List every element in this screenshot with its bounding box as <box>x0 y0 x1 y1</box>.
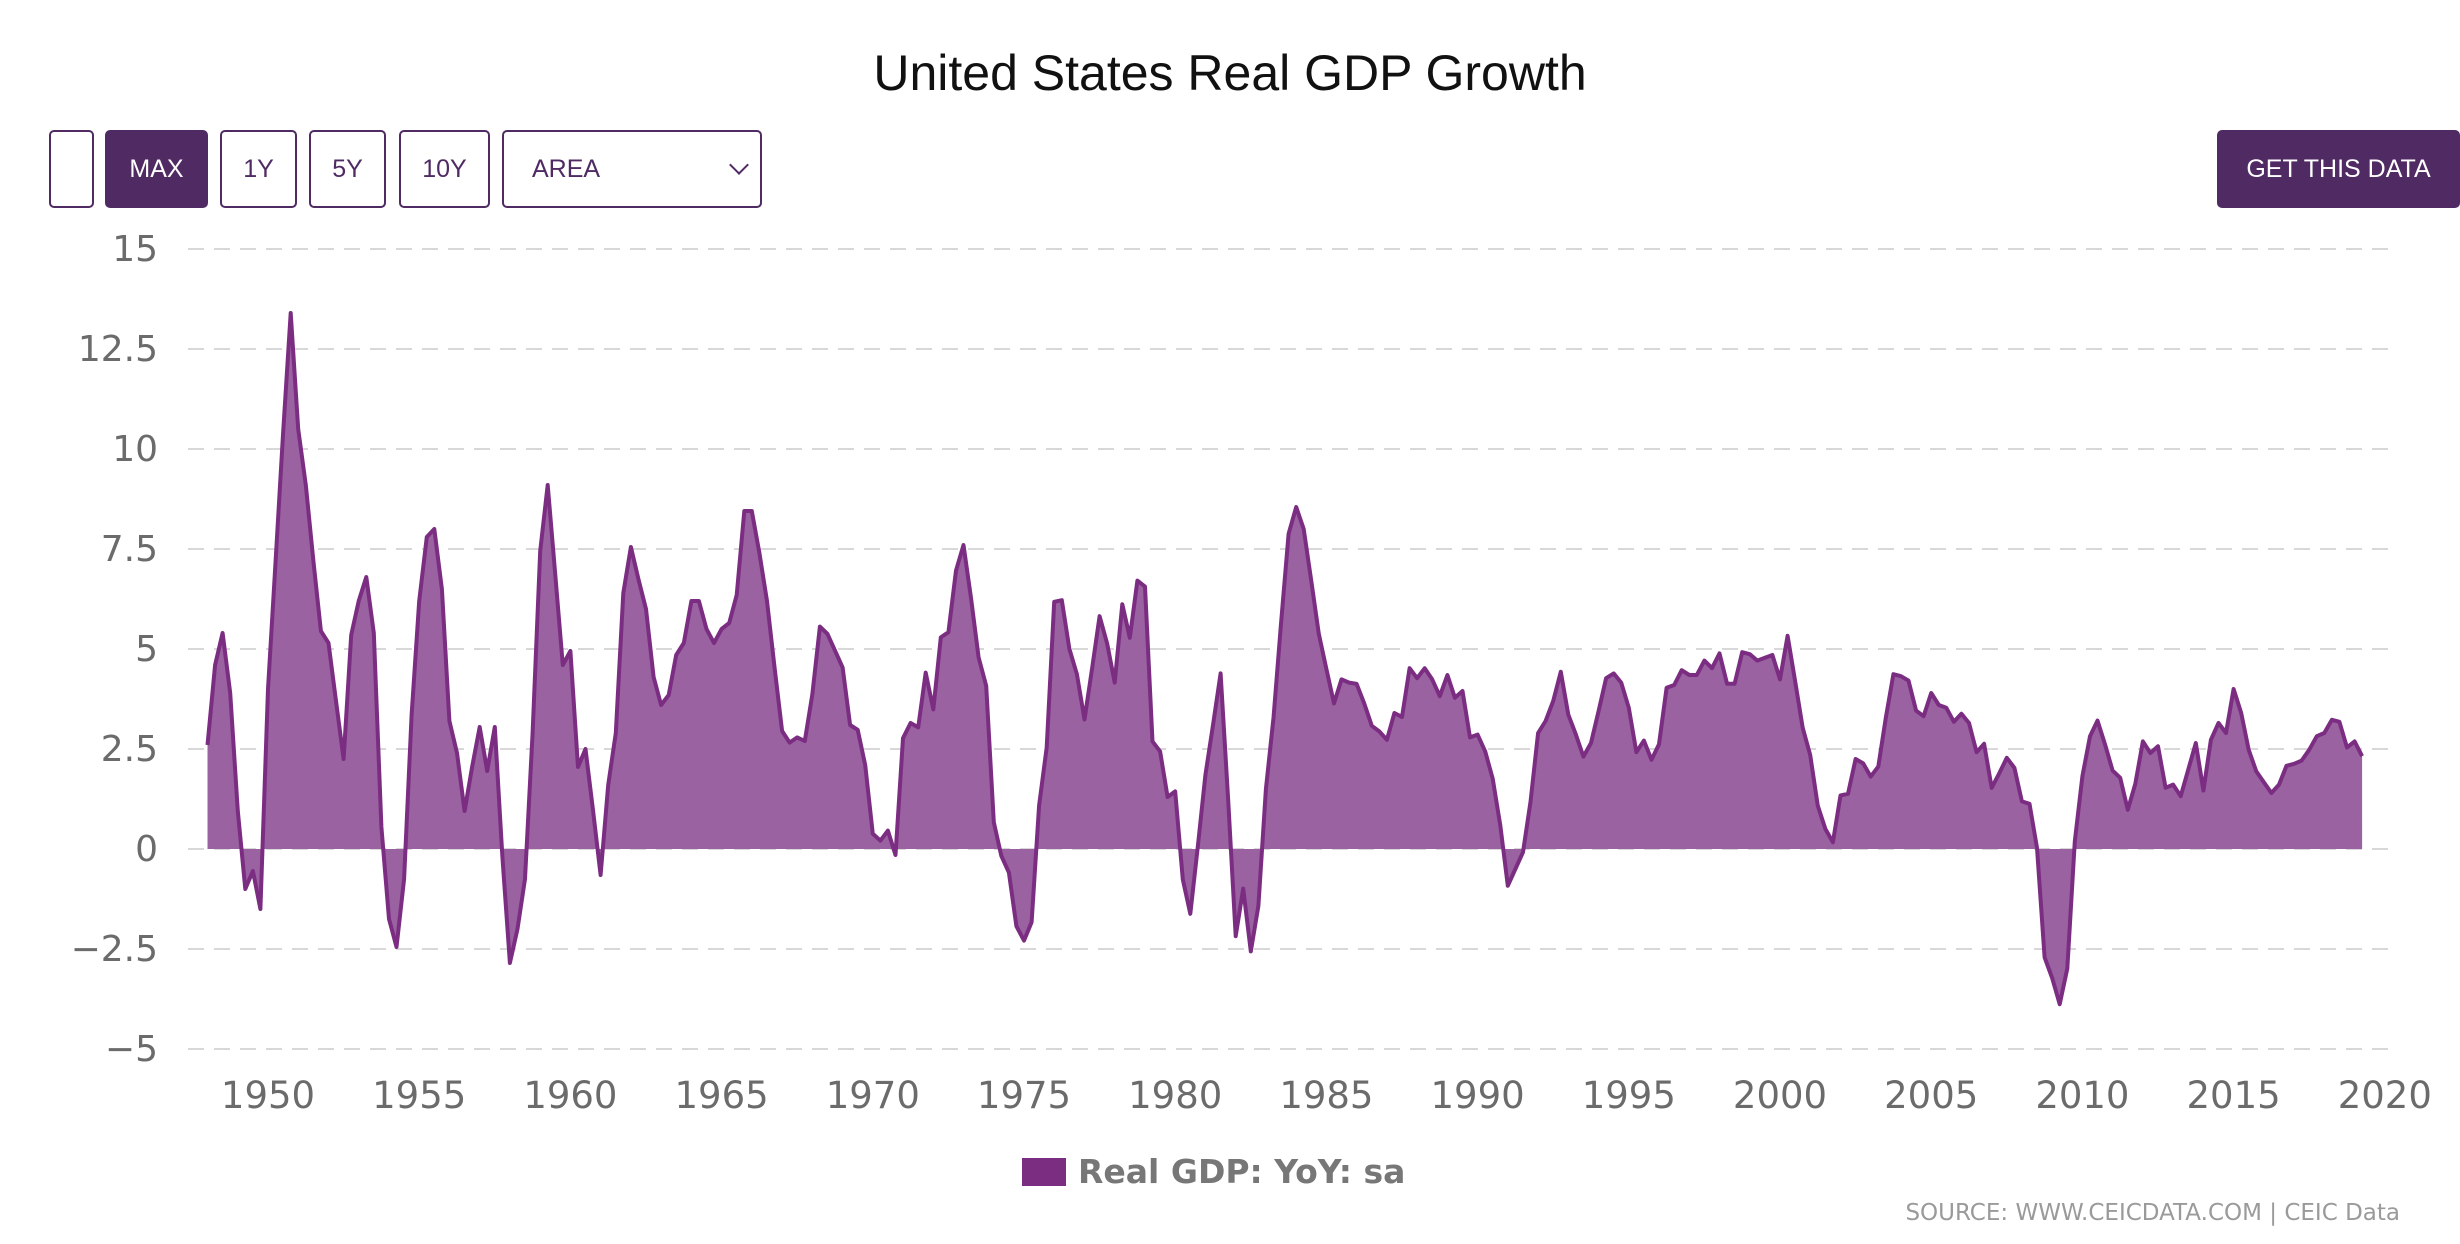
y-tick-label: 0 <box>135 829 158 870</box>
x-tick-label: 2015 <box>2187 1074 2281 1117</box>
x-tick-label: 2000 <box>1733 1074 1827 1117</box>
x-tick-label: 1990 <box>1431 1074 1525 1117</box>
legend-swatch <box>1022 1157 1066 1186</box>
x-tick-label: 1955 <box>372 1074 466 1117</box>
legend[interactable]: Real GDP: YoY: sa <box>1022 1152 1405 1191</box>
x-tick-label: 1970 <box>826 1074 920 1117</box>
y-tick-label: 15 <box>112 229 158 270</box>
series-line <box>205 311 2364 1007</box>
x-tick-label: 1995 <box>1582 1074 1676 1117</box>
y-tick-label: 7.5 <box>101 529 158 570</box>
y-axis-ticks: 15 12.5 10 7.5 5 2.5 0 −2.5 −5 <box>71 229 158 1070</box>
chart-type-select[interactable]: AREA <box>502 130 762 208</box>
x-tick-label: 1980 <box>1128 1074 1222 1117</box>
range-max-button[interactable]: MAX <box>105 130 208 208</box>
legend-label: Real GDP: YoY: sa <box>1078 1152 1406 1191</box>
y-tick-label: 12.5 <box>78 329 158 370</box>
x-tick-label: 1960 <box>523 1074 617 1117</box>
x-tick-label: 1975 <box>977 1074 1071 1117</box>
x-tick-label: 2005 <box>1884 1074 1978 1117</box>
y-tick-label: −2.5 <box>71 929 158 970</box>
chart-title: United States Real GDP Growth <box>873 45 1587 101</box>
x-tick-label: 2020 <box>2338 1074 2432 1117</box>
x-tick-label: 1950 <box>221 1074 315 1117</box>
x-tick-label: 1965 <box>675 1074 769 1117</box>
series-real-gdp-yoy <box>205 311 2364 1007</box>
range-5y-button[interactable]: 5Y <box>309 130 386 208</box>
x-axis-ticks: 1950 1955 1960 1965 1970 1975 1980 1985 1990 1995… <box>221 1074 2432 1117</box>
series-area <box>207 313 2363 1005</box>
y-tick-label: 2.5 <box>101 729 158 770</box>
chart-type-value: AREA <box>532 154 601 183</box>
source-note: SOURCE: WWW.CEICDATA.COM | CEIC Data <box>1905 1200 2400 1226</box>
blank-button[interactable] <box>49 130 94 208</box>
x-tick-label: 2010 <box>2035 1074 2129 1117</box>
get-this-data-button[interactable]: GET THIS DATA <box>2217 130 2460 208</box>
range-10y-button[interactable]: 10Y <box>399 130 490 208</box>
x-tick-label: 1985 <box>1279 1074 1373 1117</box>
y-tick-label: 5 <box>135 629 158 670</box>
y-tick-label: −5 <box>105 1029 158 1070</box>
range-1y-button[interactable]: 1Y <box>220 130 297 208</box>
y-tick-label: 10 <box>112 429 158 470</box>
